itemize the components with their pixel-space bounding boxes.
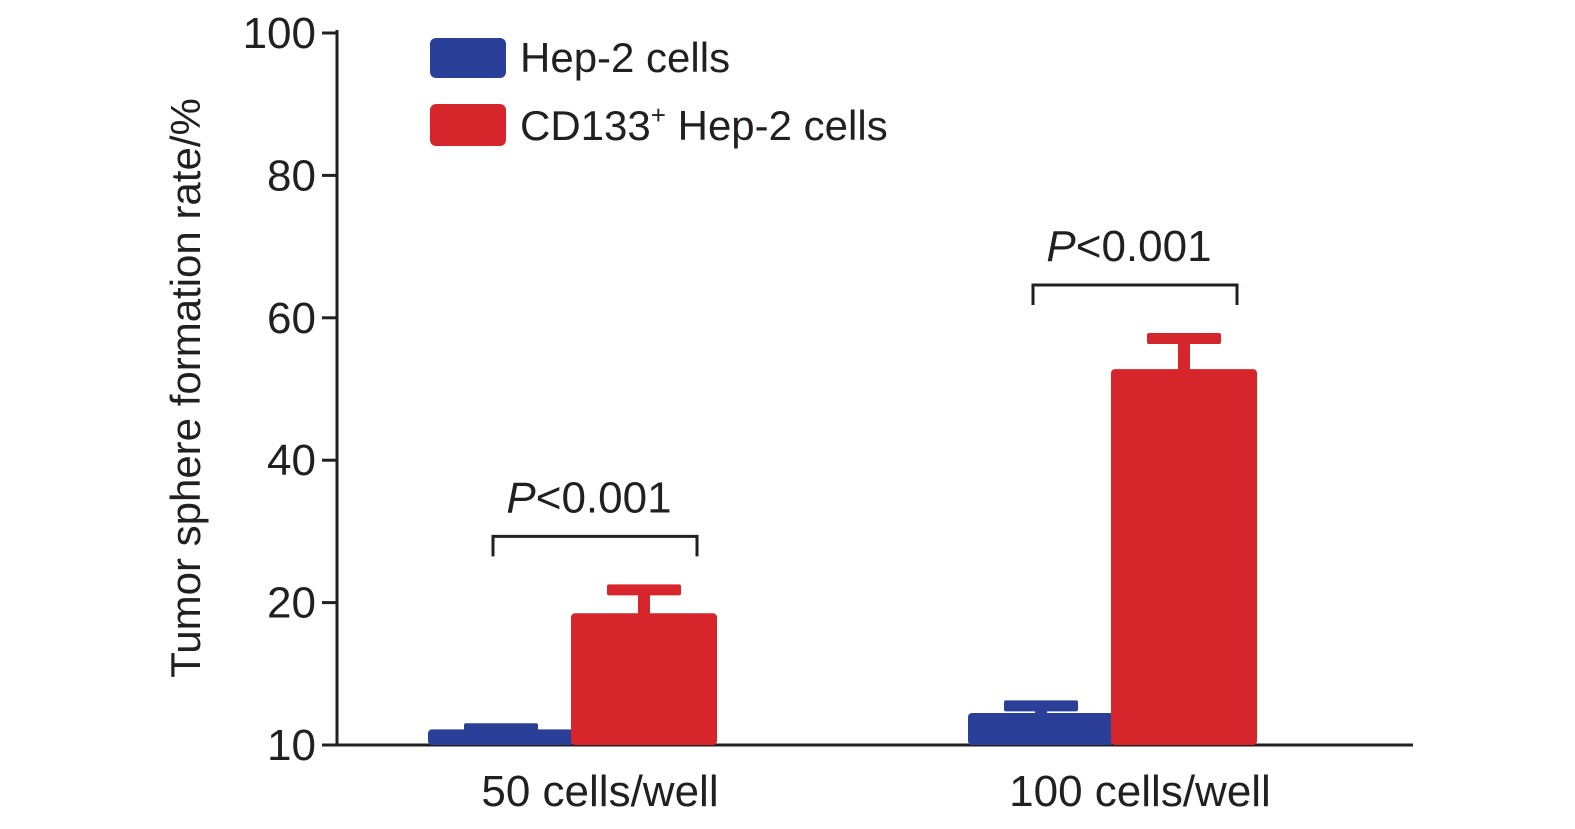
y-tick-label: 80: [267, 151, 316, 200]
y-tick-label: 60: [267, 294, 316, 343]
bar: [428, 729, 574, 745]
error-bar-stem: [638, 588, 650, 618]
x-category-label: 50 cells/well: [481, 767, 718, 816]
error-bar-cap: [1147, 333, 1221, 345]
legend-swatch-cd133: [430, 104, 506, 146]
bar: [571, 613, 717, 745]
legend-label-cd133: CD133+ Hep-2 cells: [520, 100, 888, 149]
legend-swatch-hep2: [430, 38, 506, 78]
legend-label-hep2: Hep-2 cells: [520, 34, 730, 81]
bars-group: [428, 333, 1257, 745]
category-labels: 50 cells/well 100 cells/well: [481, 767, 1270, 816]
y-axis-title: Tumor sphere formation rate/%: [162, 98, 209, 678]
significance-bracket: [1031, 283, 1239, 306]
error-bar-stem: [1178, 337, 1190, 374]
significance-label: P<0.001: [1046, 222, 1211, 271]
y-tick-label: 40: [267, 436, 316, 485]
error-bar-cap: [607, 584, 681, 596]
y-tick-label: 100: [243, 9, 316, 58]
bar: [968, 712, 1114, 745]
error-bar-cap: [1004, 700, 1078, 712]
bar: [1111, 369, 1257, 745]
significance-bracket: [491, 534, 699, 557]
significance-annotations: P<0.001 P<0.001: [491, 222, 1239, 557]
y-tick-label: 20: [267, 579, 316, 628]
y-tick-label: 10: [267, 721, 316, 770]
x-category-label: 100 cells/well: [1009, 767, 1271, 816]
y-ticks: 100 80 60 40 20 10: [243, 9, 337, 770]
significance-label: P<0.001: [506, 473, 671, 522]
